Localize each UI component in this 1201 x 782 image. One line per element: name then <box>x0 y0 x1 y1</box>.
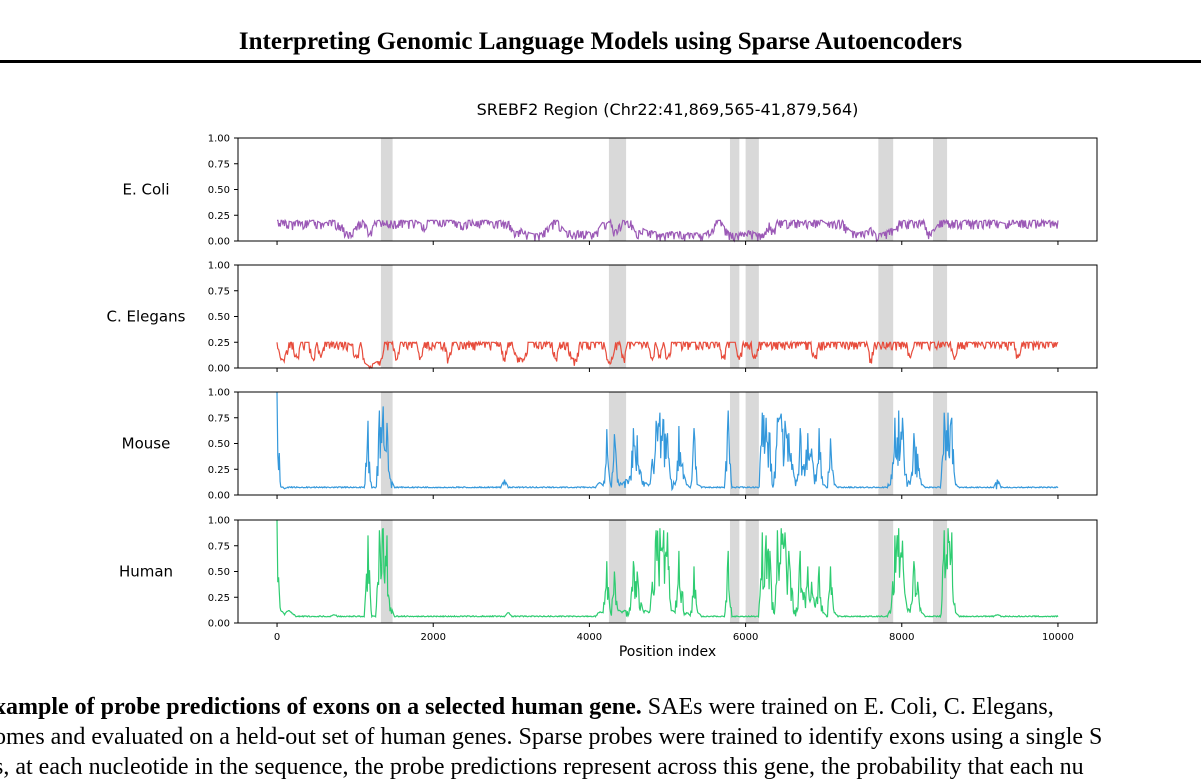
chart-title: SREBF2 Region (Chr22:41,869,565-41,879,5… <box>477 100 859 119</box>
axes-frame <box>237 264 1098 369</box>
y-tick-label: 0.00 <box>208 491 230 502</box>
caption-line-1: xample of probe predictions of exons on … <box>0 692 1201 722</box>
caption-text: SAEs were trained on E. Coli, C. Elegans… <box>641 694 1054 720</box>
series-label: C. Elegans <box>107 308 186 326</box>
figure-caption: xample of probe predictions of exons on … <box>0 692 1201 782</box>
exon-region <box>729 138 740 241</box>
panel-e-coli: 0.00 0.25 0.50 0.75 1.00 E. Coli <box>123 134 1098 248</box>
y-tick-label: 0.50 <box>208 312 230 323</box>
exon-region <box>745 265 759 368</box>
caption-line-2: omes and evaluated on a held-out set of … <box>0 724 1103 750</box>
y-tick-label: 0.75 <box>208 413 230 424</box>
y-tick-label: 0.25 <box>208 211 230 222</box>
panel-c-elegans: 0.00 0.25 0.50 0.75 1.00 C. Elegans <box>107 261 1098 375</box>
series-line-e-coli <box>277 218 1059 243</box>
y-tick-label: 1.00 <box>208 134 230 145</box>
y-tick-label: 0.25 <box>208 593 230 604</box>
y-tick-label: 0.50 <box>208 185 230 196</box>
exon-region <box>380 265 393 368</box>
y-tick-label: 0.25 <box>208 338 230 349</box>
y-tick-label: 0.00 <box>208 619 230 630</box>
exon-region <box>608 265 627 368</box>
exon-region <box>878 392 894 495</box>
y-tick-label: 0.25 <box>208 465 230 476</box>
panel-mouse: 0.00 0.25 0.50 0.75 1.00 Mouse <box>122 388 1098 502</box>
running-header-title: Interpreting Genomic Language Models usi… <box>238 28 963 55</box>
header-rule <box>0 60 1201 63</box>
y-tick-label: 0.50 <box>208 567 230 578</box>
caption-bold-lead: xample of probe predictions of exons on … <box>0 694 642 720</box>
exon-region <box>878 138 894 241</box>
x-tick-label: 2000 <box>421 632 446 643</box>
exon-region <box>933 138 948 241</box>
exon-region <box>745 392 759 495</box>
caption-line-3: s, at each nucleotide in the sequence, t… <box>0 754 1084 780</box>
exon-region <box>878 520 894 623</box>
exon-region <box>380 520 393 623</box>
series-line-c-elegans <box>276 339 1059 370</box>
exon-probe-figure: SREBF2 Region (Chr22:41,869,565-41,879,5… <box>107 100 1098 660</box>
series-label: Human <box>119 563 173 581</box>
x-tick-label: 0 <box>274 632 280 643</box>
y-tick-label: 1.00 <box>208 261 230 272</box>
exon-region <box>608 138 627 241</box>
exon-region <box>729 392 740 495</box>
y-tick-label: 0.50 <box>208 439 230 450</box>
exon-region <box>745 520 759 623</box>
exon-region <box>729 265 740 368</box>
y-tick-label: 1.00 <box>208 388 230 399</box>
x-tick-label: 6000 <box>733 632 758 643</box>
panel-human: 0.00 0.25 0.50 0.75 1.00 Human <box>119 516 1098 630</box>
exon-region <box>380 138 393 241</box>
y-tick-label: 0.00 <box>208 364 230 375</box>
series-label: Mouse <box>122 435 171 453</box>
y-tick-label: 0.75 <box>208 159 230 170</box>
y-tick-label: 0.75 <box>208 541 230 552</box>
x-tick-label: 4000 <box>577 632 602 643</box>
y-tick-label: 1.00 <box>208 516 230 527</box>
series-line-human <box>276 519 1059 619</box>
y-tick-label: 0.75 <box>208 286 230 297</box>
x-axis-label: Position index <box>619 644 716 660</box>
y-tick-label: 0.00 <box>208 237 230 248</box>
exon-region <box>745 138 759 241</box>
series-line-mouse <box>276 391 1059 492</box>
series-label: E. Coli <box>123 181 170 199</box>
exon-region <box>878 265 894 368</box>
x-tick-label: 10000 <box>1042 632 1074 643</box>
exon-region <box>933 265 948 368</box>
exon-region <box>729 520 740 623</box>
x-tick-label: 8000 <box>889 632 914 643</box>
